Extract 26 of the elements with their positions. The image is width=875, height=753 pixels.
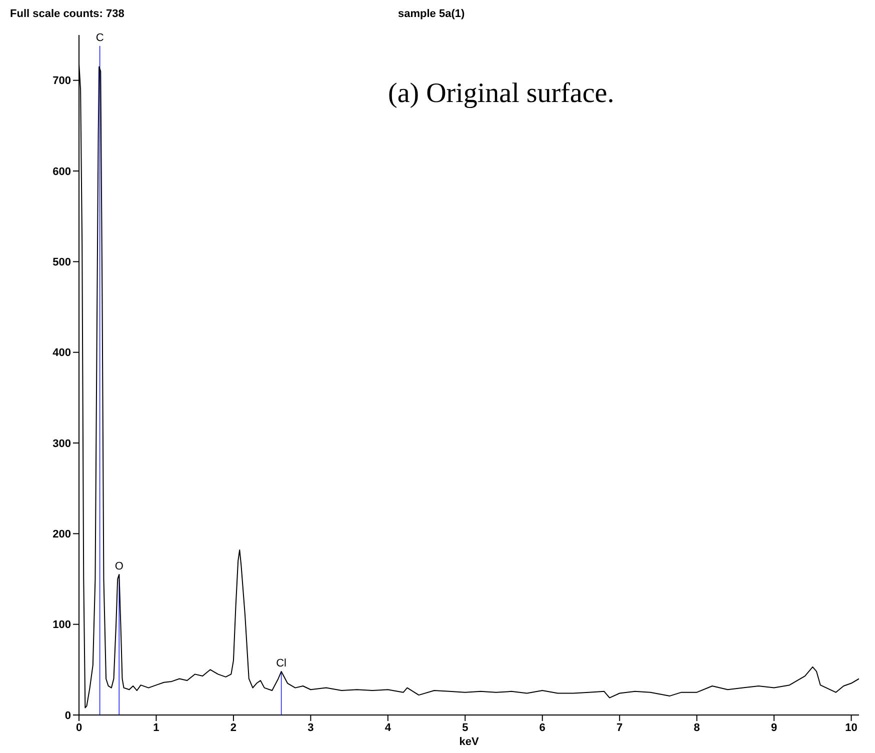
y-tick-label: 200	[52, 528, 71, 541]
x-tick-label: 9	[770, 722, 778, 734]
data-label: C	[96, 32, 104, 44]
x-tick-label: 8	[694, 722, 700, 734]
x-tick-label: 1	[153, 722, 160, 734]
x-tick-label: 7	[616, 722, 623, 734]
x-tick-label: 4	[384, 722, 392, 734]
data-label: Cl	[276, 657, 286, 670]
y-tick-label: 600	[52, 166, 71, 178]
annotation: (a) Original surface.	[388, 78, 614, 110]
y-tick-label: 0	[64, 710, 71, 722]
x-axis-title: keV	[459, 736, 480, 748]
x-tick-label: 0	[76, 722, 82, 734]
data-label: O	[114, 560, 124, 572]
x-tick-label: 10	[845, 722, 858, 734]
x-tick-label: 6	[539, 722, 546, 734]
chart-title: sample 5a(1)	[398, 8, 465, 20]
y-tick-label: 300	[52, 438, 71, 450]
y-tick-label: 700	[52, 75, 71, 88]
text: Full scale counts: 738	[10, 8, 124, 20]
y-tick-label: 400	[52, 347, 71, 360]
y-tick-label: 100	[52, 619, 71, 632]
x-tick-label: 3	[308, 722, 314, 734]
y-tick-label: 500	[52, 256, 71, 269]
x-tick-label: 5	[462, 722, 468, 734]
x-tick-label: 2	[230, 722, 237, 734]
